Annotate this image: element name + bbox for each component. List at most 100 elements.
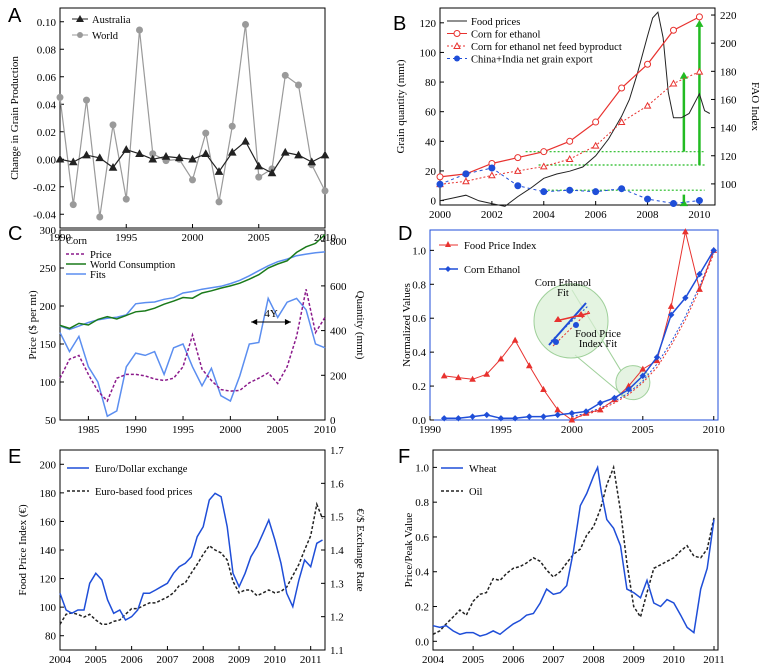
china-india-point: [644, 195, 652, 203]
australia-point: [307, 157, 317, 166]
y-axis-label: Price/Peak Value: [403, 513, 415, 588]
y2-tick-label: 800: [330, 236, 347, 248]
y2-tick-label: 200: [330, 370, 347, 382]
legend-label: World: [92, 31, 119, 42]
world-point: [281, 71, 289, 79]
australia-point: [108, 162, 118, 171]
wheat-line: [432, 464, 715, 637]
china-india-point: [695, 197, 703, 205]
corn-ethanol-point: [625, 386, 632, 393]
x-tick-label: 1995: [490, 424, 513, 436]
x-tick-label: 2002: [481, 209, 503, 221]
corn-net-point: [695, 67, 704, 75]
world-point: [122, 195, 130, 203]
australia-point: [214, 167, 224, 175]
australia-point: [135, 149, 144, 158]
corn-ethanol-point: [554, 411, 561, 419]
australia-point: [320, 150, 330, 159]
australia-point: [148, 154, 158, 163]
x-tick-label: 2005: [267, 424, 290, 436]
corn-ethanol-point: [436, 173, 444, 181]
corn-ethanol-point: [597, 399, 604, 407]
corn-net-point: [565, 155, 574, 162]
y-tick-label: 0.06: [37, 72, 57, 84]
y-tick-label: 200: [40, 459, 57, 471]
australia-point: [95, 153, 105, 162]
food-price-index-point: [455, 374, 462, 381]
legend-label: Australia: [92, 15, 131, 26]
australia-point: [294, 150, 303, 159]
annotation-arrowhead: [251, 318, 258, 325]
inset-line: [550, 305, 589, 342]
legend-label: Price: [90, 250, 112, 261]
legend-label: Corn for ethanol: [471, 30, 540, 41]
y-tick-label: -0.02: [33, 182, 56, 194]
food-price-index-point: [696, 285, 703, 292]
inset-marker: [577, 311, 585, 317]
x-tick-label: 2011: [300, 654, 322, 666]
legend-marker: [77, 32, 83, 38]
legend-label: Oil: [469, 487, 483, 498]
annotation-label: 4Y: [264, 308, 278, 320]
corn-ethanol-point: [682, 294, 689, 302]
food-price-index-point: [540, 385, 547, 392]
y2-tick-label: 160: [720, 94, 737, 106]
x-tick-label: 2000: [429, 209, 452, 221]
y2-tick-label: 140: [720, 123, 737, 135]
plot-frame: [59, 229, 326, 421]
corn-ethanol-point: [568, 410, 576, 417]
y-tick-label: 100: [40, 602, 57, 614]
china-india-point: [540, 188, 548, 196]
panel-letter: C: [8, 223, 22, 245]
y2-tick-label: 1.2: [330, 612, 344, 624]
inset-label: Fit: [557, 288, 569, 299]
y-tick-label: 1.0: [412, 245, 426, 257]
y-tick-label: -0.04: [33, 209, 56, 221]
china-india-point: [462, 170, 470, 178]
world-point: [228, 122, 236, 130]
y2-tick-label: 200: [720, 38, 737, 50]
x-tick-label: 2006: [121, 654, 144, 666]
legend-marker: [453, 30, 461, 37]
x-tick-label: 2005: [248, 232, 271, 244]
legend: Wheat Oil: [441, 464, 496, 498]
y-tick-label: 80: [45, 631, 57, 643]
legend: Food Price Index Corn Ethanol: [439, 241, 537, 276]
corn-net-point: [643, 101, 652, 109]
australia-point: [254, 161, 264, 170]
y-tick-label: 0.0: [415, 636, 429, 648]
world-point: [242, 21, 249, 28]
legend-marker: [445, 266, 451, 272]
x-tick-label: 2000: [561, 424, 584, 436]
world-point: [215, 198, 223, 206]
x-tick-label: 2008: [192, 654, 215, 666]
food-price-fit-line: [571, 253, 715, 419]
inset-line: [552, 309, 591, 347]
world-point: [136, 26, 143, 34]
corn-ethanol-point: [455, 415, 462, 422]
china-india-line: [439, 167, 700, 205]
x-tick-label: 2011: [703, 654, 725, 666]
australia-point: [201, 149, 211, 158]
x-tick-label: 2009: [228, 654, 251, 666]
price-line: [59, 289, 326, 403]
y-tick-label: 60: [425, 107, 437, 119]
y2-tick-label: 1.6: [330, 478, 344, 490]
legend-label: Wheat: [469, 464, 496, 475]
australia-point: [121, 145, 131, 153]
food-price-index-point: [682, 228, 689, 235]
y-tick-label: 0.2: [415, 602, 429, 614]
x-tick-label: 2004: [422, 654, 445, 666]
china-india-point: [592, 188, 600, 196]
fits-price-line: [59, 296, 326, 418]
y-tick-label: 100: [420, 47, 437, 59]
australia-point: [227, 147, 237, 156]
corn-ethanol-point: [511, 415, 519, 422]
food-price-index-point: [568, 416, 576, 423]
world-line: [59, 24, 326, 218]
y-tick-label: 0.8: [415, 497, 429, 509]
green-arrow-head: [695, 19, 704, 27]
legend-label: Fits: [90, 270, 106, 281]
corn-ethanol-point: [540, 148, 548, 156]
